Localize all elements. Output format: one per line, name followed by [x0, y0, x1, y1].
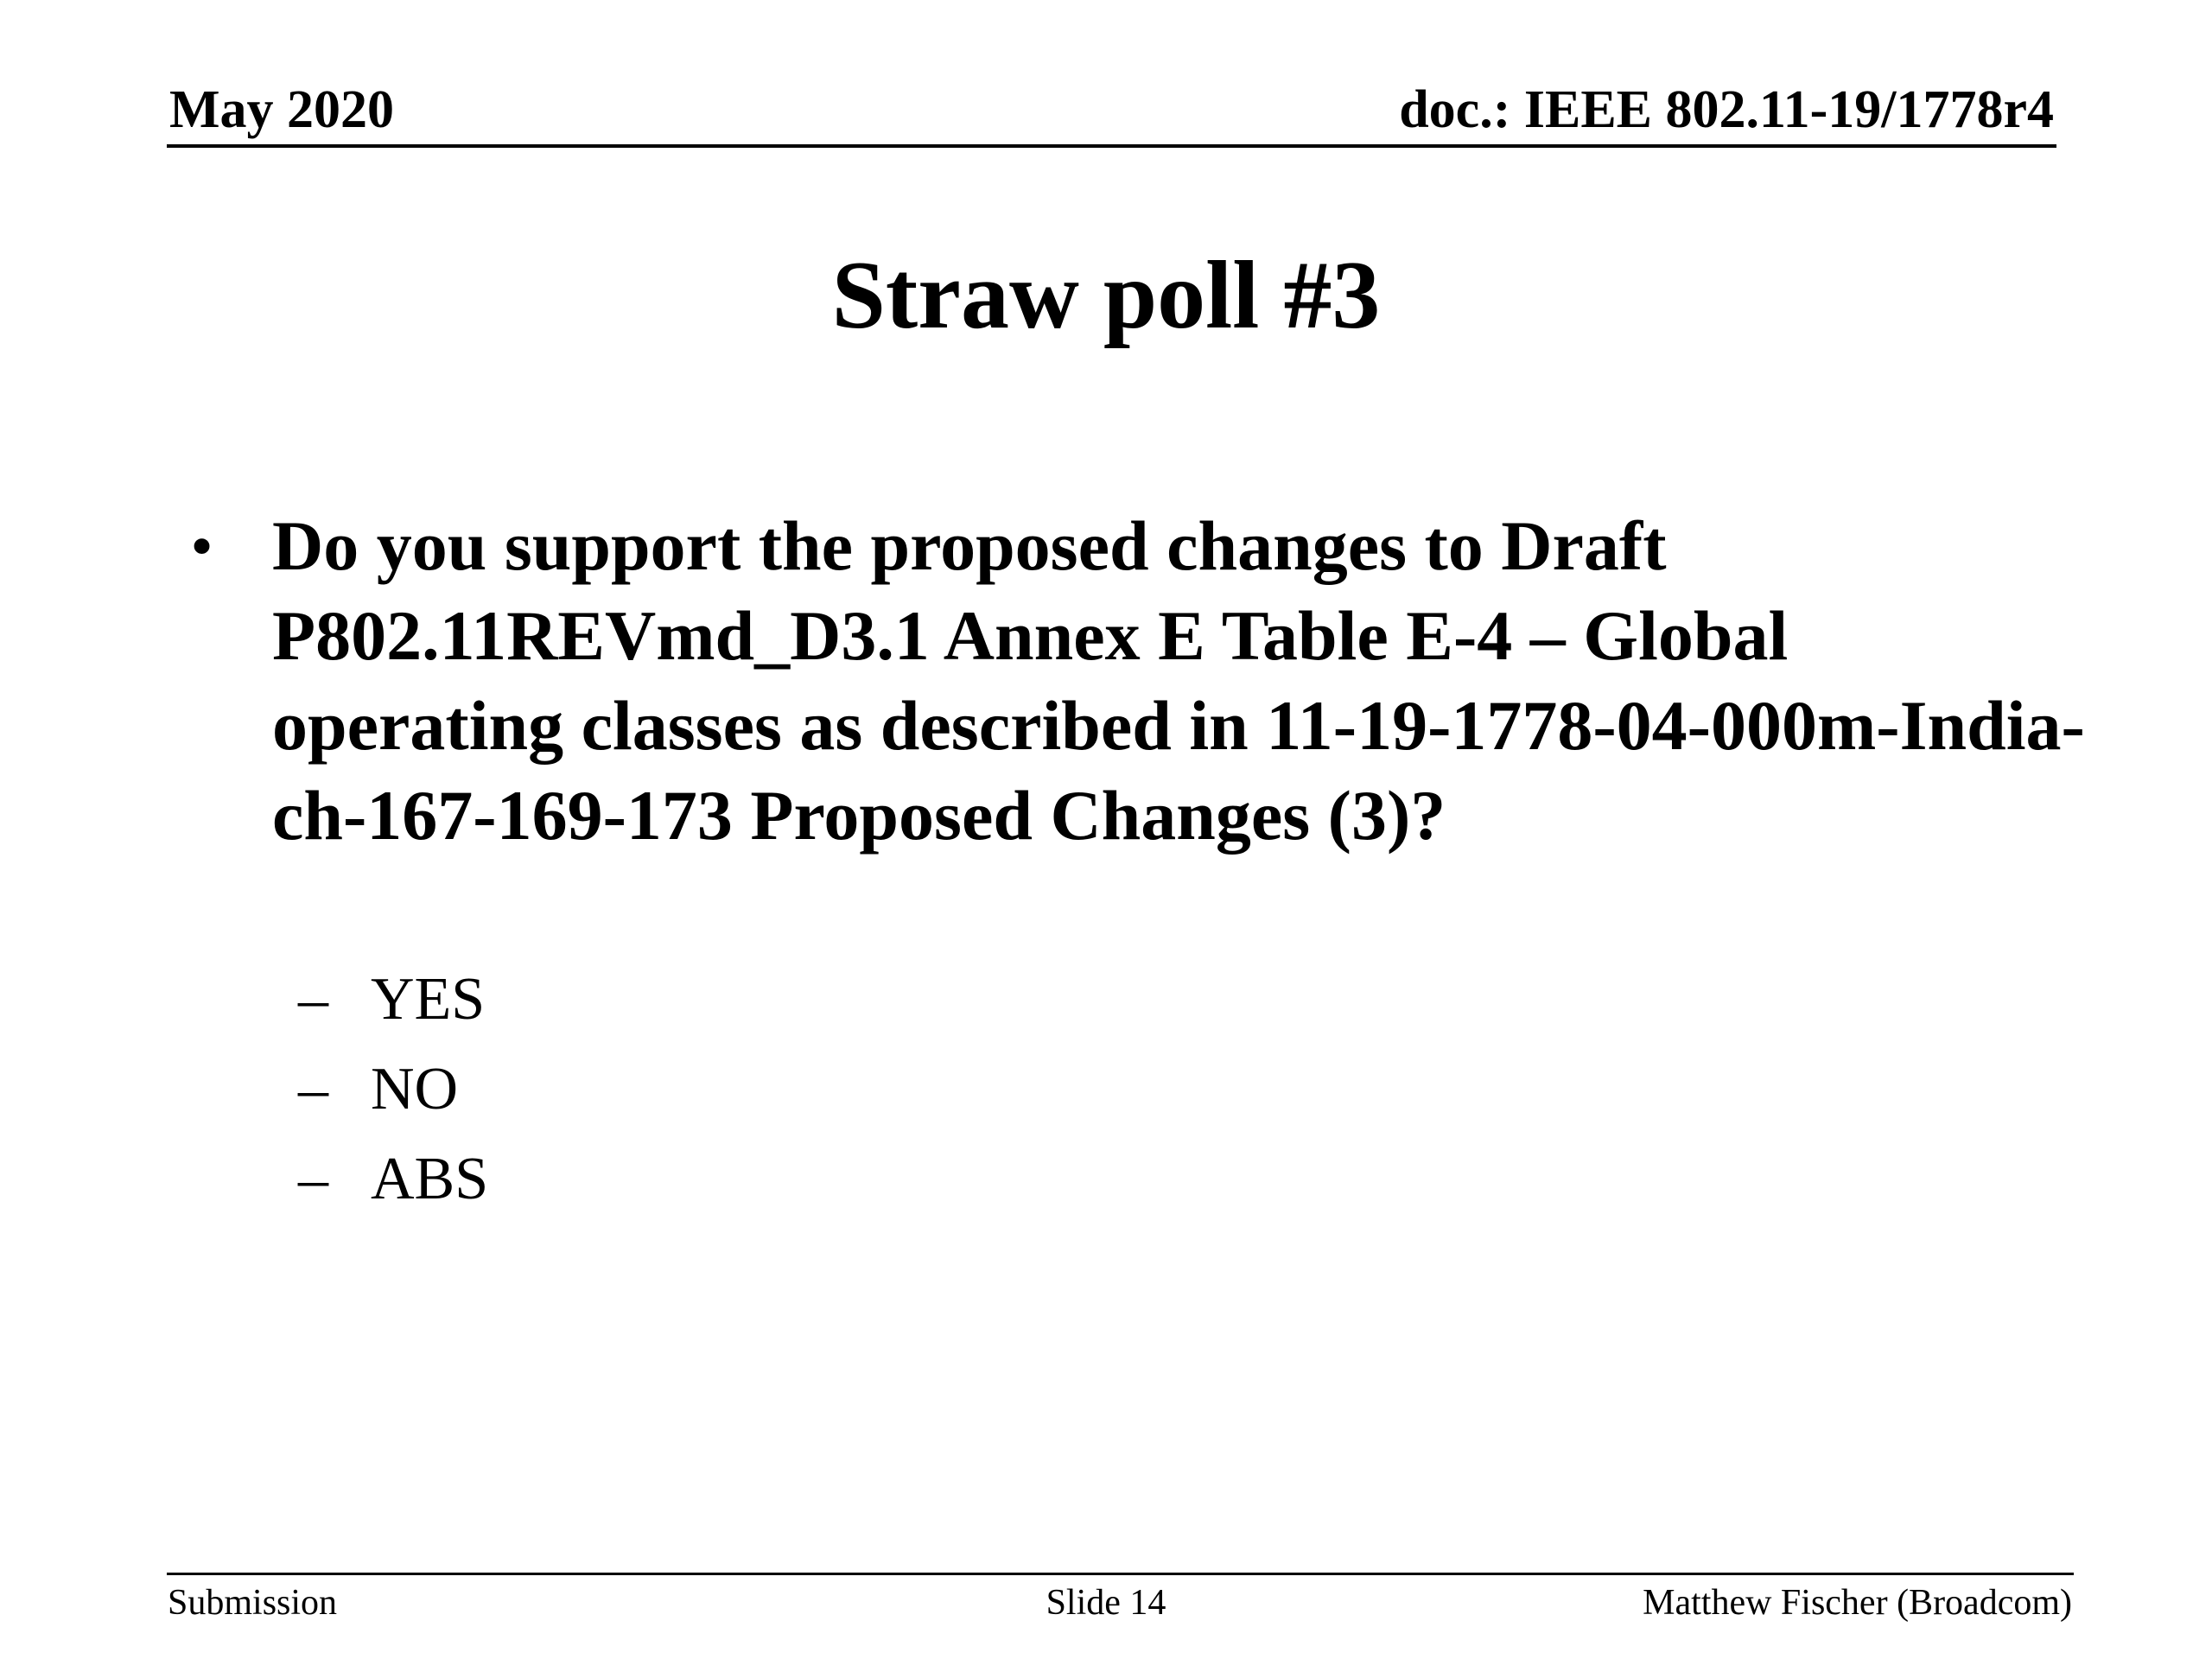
footer-submission: Submission	[168, 1583, 338, 1623]
footer-author: Matthew Fischer (Broadcom)	[1643, 1583, 2072, 1623]
dash-icon: –	[298, 966, 328, 1033]
footer-divider	[167, 1573, 2074, 1575]
poll-options: – YES – NO – ABS	[298, 955, 488, 1224]
header-date: May 2020	[169, 80, 395, 139]
option-label: NO	[371, 1056, 459, 1122]
header-divider	[167, 144, 2056, 148]
poll-option-yes: – YES	[298, 955, 488, 1045]
option-label: ABS	[371, 1146, 489, 1212]
header-doc-id: doc.: IEEE 802.11-19/1778r4	[1399, 80, 2054, 139]
option-label: YES	[371, 966, 486, 1033]
poll-question: Do you support the proposed changes to D…	[272, 506, 2085, 855]
slide-title: Straw poll #3	[831, 242, 1381, 349]
poll-option-abs: – ABS	[298, 1135, 488, 1224]
footer-slide-number: Slide 14	[1046, 1583, 1166, 1623]
dash-icon: –	[298, 1146, 328, 1212]
dash-icon: –	[298, 1056, 328, 1122]
bullet-icon: •	[192, 515, 213, 578]
poll-option-no: – NO	[298, 1045, 488, 1135]
